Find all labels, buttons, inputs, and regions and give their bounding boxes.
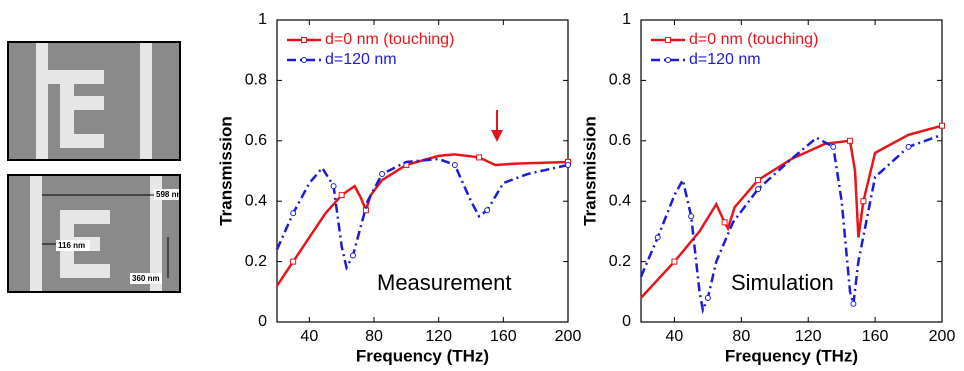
y-axis-label: Transmission — [580, 116, 599, 226]
marker — [848, 138, 853, 143]
marker — [291, 211, 296, 216]
legend-label: d=0 nm (touching) — [325, 31, 454, 48]
legend-label: d=0 nm (touching) — [689, 31, 818, 48]
legend-label: d=120 nm — [325, 51, 397, 68]
x-tick-label: 120 — [425, 328, 452, 345]
marker — [672, 259, 677, 264]
annotation: Measurement — [377, 270, 512, 295]
annotation: Simulation — [731, 270, 834, 295]
x-tick-label: 160 — [862, 328, 889, 345]
marker — [655, 235, 660, 240]
marker — [756, 178, 761, 183]
marker — [350, 253, 355, 258]
arrow — [491, 110, 503, 142]
marker — [756, 187, 761, 192]
marker — [566, 162, 571, 167]
legend-marker — [666, 38, 671, 43]
sem-label: 360 nm — [132, 274, 160, 283]
marker — [851, 301, 856, 306]
x-tick-label: 80 — [732, 328, 750, 345]
legend-label: d=120 nm — [689, 51, 761, 68]
x-tick-label: 40 — [300, 328, 318, 345]
y-tick-label: 0 — [258, 313, 267, 330]
marker — [380, 172, 385, 177]
data-line — [277, 159, 568, 268]
marker — [705, 295, 710, 300]
x-tick-label: 200 — [929, 328, 956, 345]
marker — [452, 162, 457, 167]
marker — [485, 208, 490, 213]
x-tick-label: 200 — [555, 328, 582, 345]
y-tick-label: 0.8 — [609, 72, 631, 89]
x-tick-label: 160 — [490, 328, 517, 345]
x-axis-label: Frequency (THz) — [725, 346, 858, 365]
legend-marker — [302, 38, 307, 43]
marker — [331, 184, 336, 189]
marker — [861, 199, 866, 204]
y-tick-label: 0.8 — [245, 72, 267, 89]
y-tick-label: 0.4 — [245, 192, 267, 209]
sem-image-top — [8, 42, 180, 160]
sem-label: 116 nm — [58, 241, 85, 250]
x-tick-label: 120 — [795, 328, 822, 345]
y-tick-label: 1 — [622, 11, 631, 28]
x-axis-label: Frequency (THz) — [356, 346, 489, 365]
marker — [339, 193, 344, 198]
x-tick-label: 40 — [666, 328, 684, 345]
y-tick-label: 0.2 — [245, 253, 267, 270]
marker — [722, 220, 727, 225]
marker — [940, 123, 945, 128]
y-tick-label: 1 — [258, 11, 267, 28]
marker — [689, 214, 694, 219]
marker — [291, 259, 296, 264]
marker — [831, 144, 836, 149]
legend-marker — [302, 58, 307, 63]
marker — [477, 155, 482, 160]
y-tick-label: 0.6 — [245, 132, 267, 149]
y-tick-label: 0.4 — [609, 192, 631, 209]
y-tick-label: 0.2 — [609, 253, 631, 270]
y-tick-label: 0.6 — [609, 132, 631, 149]
y-tick-label: 0 — [622, 313, 631, 330]
marker — [906, 144, 911, 149]
sem-image-bottom: 598 nm 116 nm 360 nm — [8, 175, 184, 292]
figure: 598 nm 116 nm 360 nm 0 0.2 0.4 0.6 0.8 1 40 80 1… — [0, 0, 964, 371]
x-tick-label: 80 — [365, 328, 383, 345]
y-axis-label: Transmission — [216, 116, 235, 226]
legend-marker — [666, 58, 671, 63]
